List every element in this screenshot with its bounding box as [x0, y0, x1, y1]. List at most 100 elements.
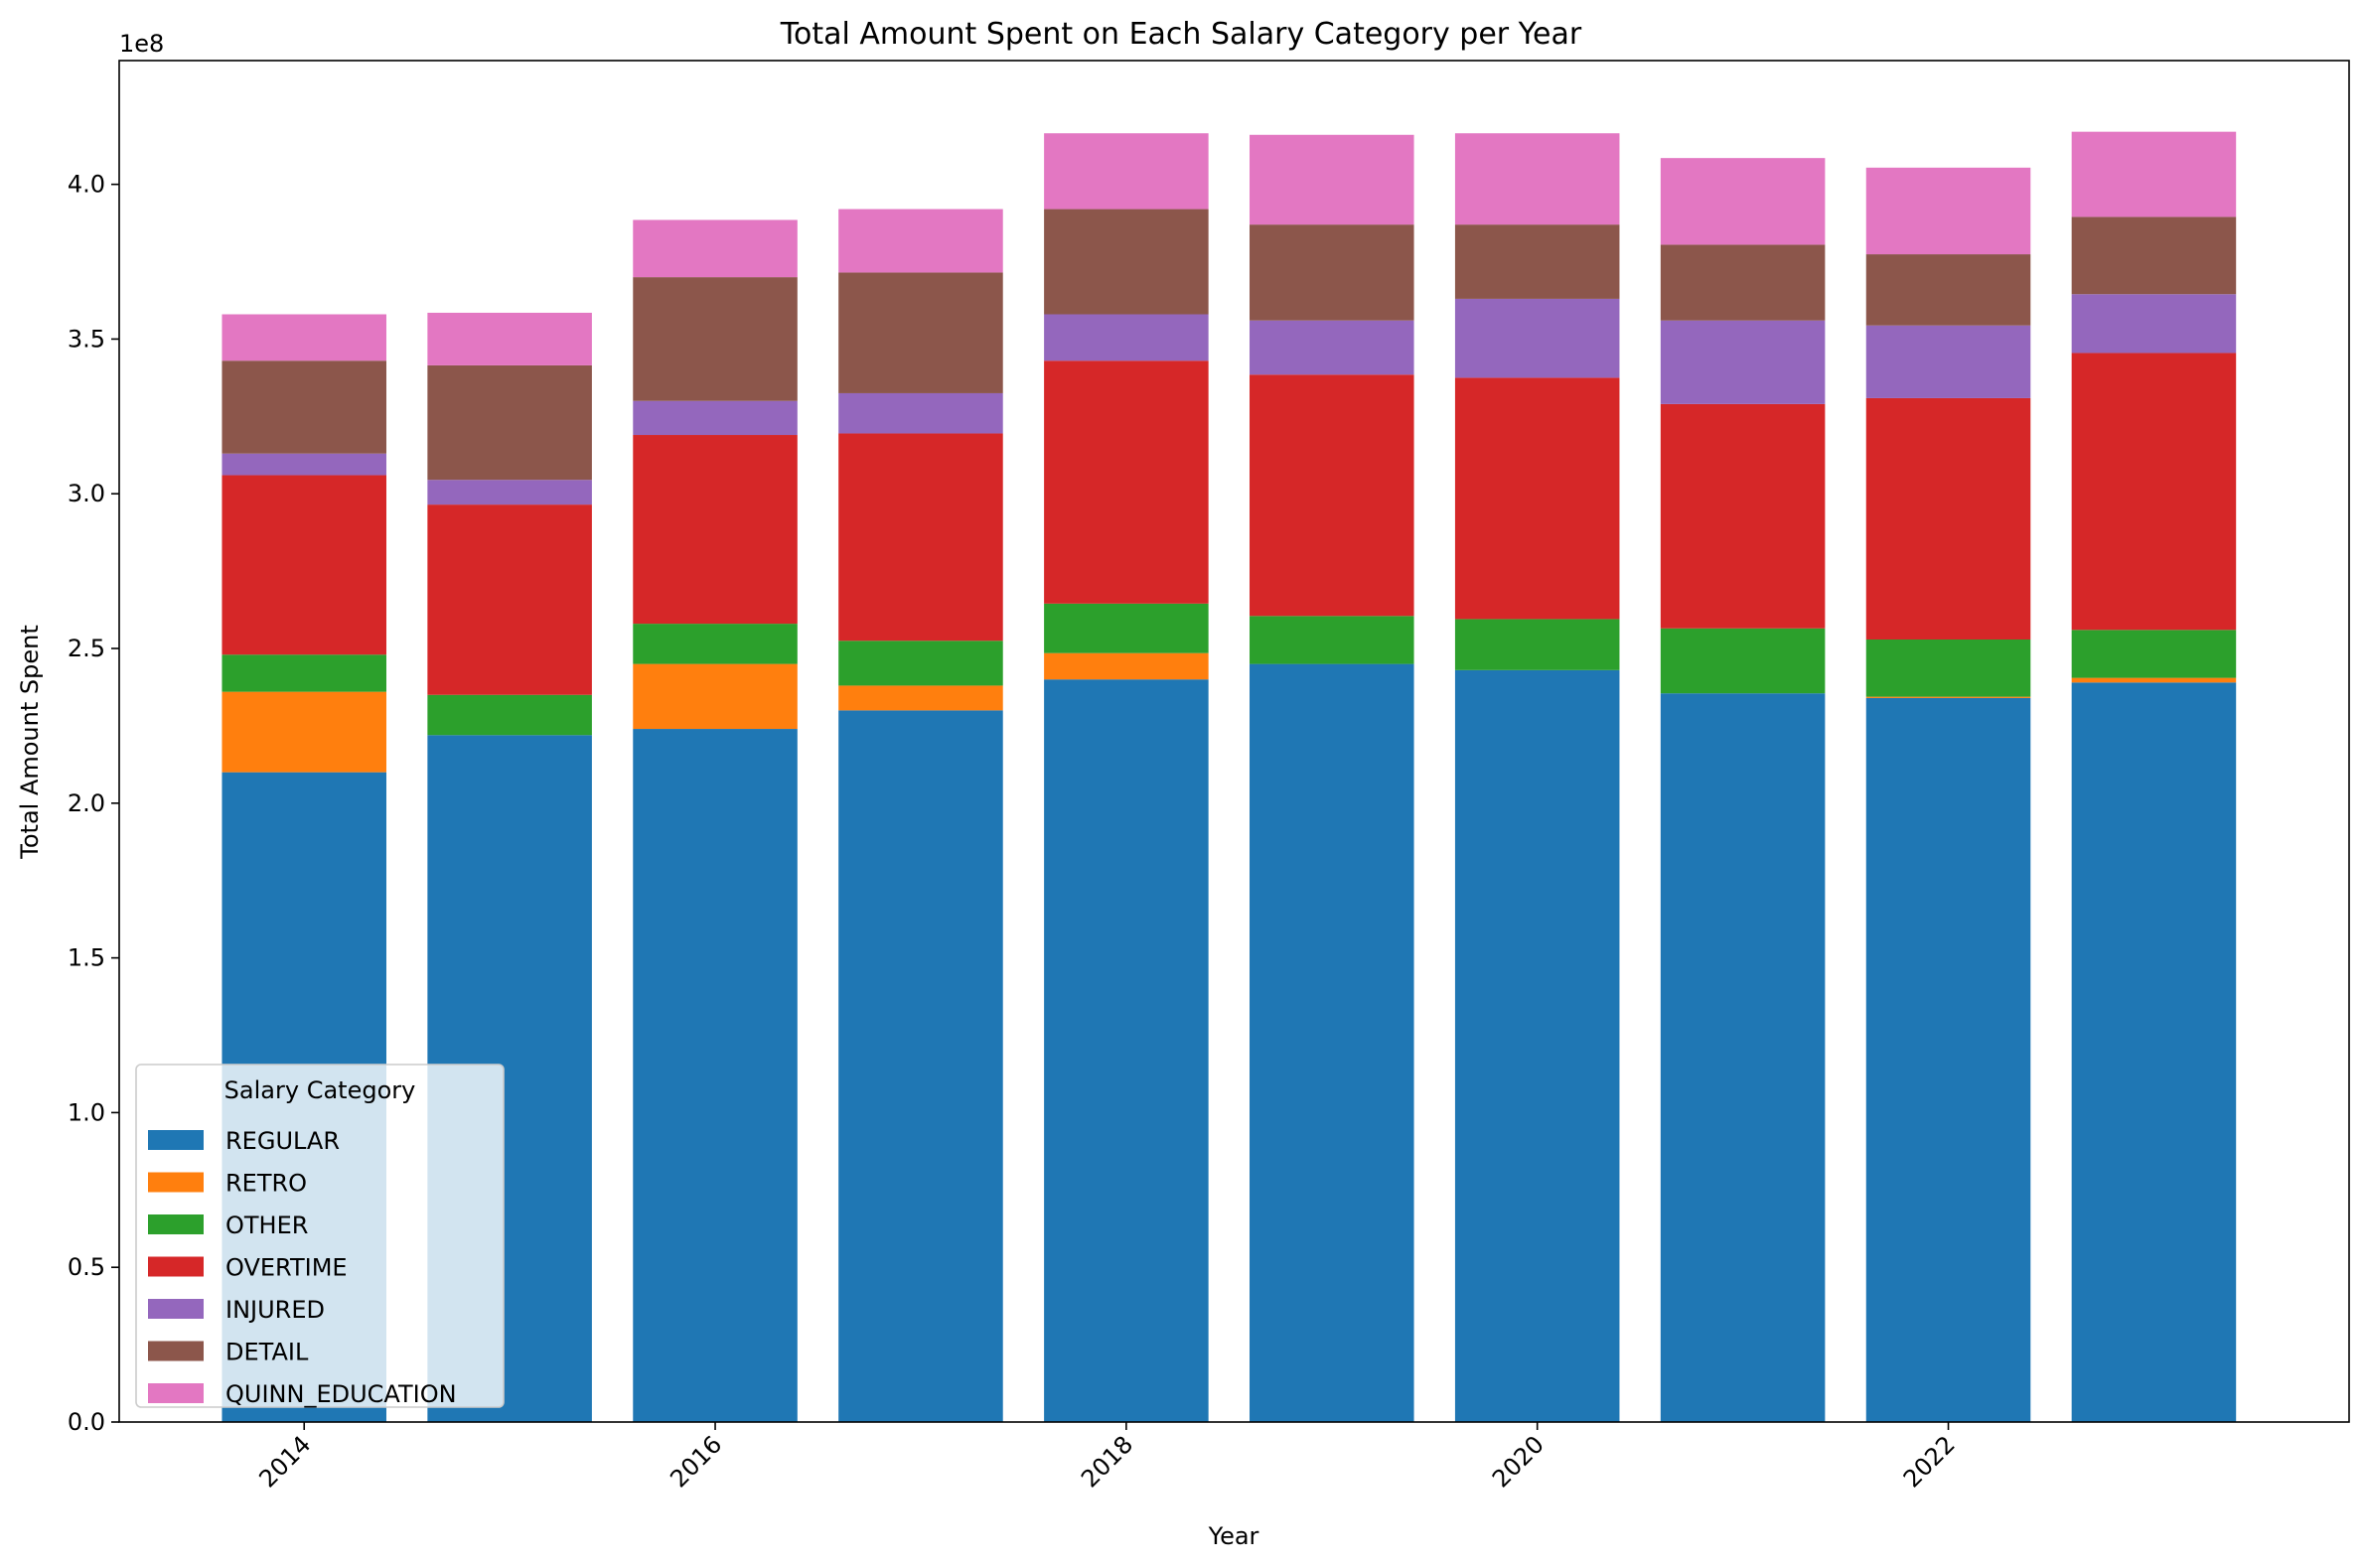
x-tick-label: 2020 — [1487, 1430, 1550, 1493]
bar-quinn-education-2021 — [1660, 158, 1826, 245]
y-axis-ticks: 0.0 0.5 1.0 1.5 2.0 2.5 3.0 3.5 4.0 — [68, 171, 119, 1436]
x-axis-label: Year — [1208, 1522, 1259, 1550]
bar-quinn-education-2022 — [1865, 167, 2031, 255]
bar-injured-2022 — [1865, 325, 2031, 398]
bar-retro-2016 — [633, 663, 798, 730]
bar-overtime-2016 — [633, 435, 798, 625]
bar-regular-2018 — [1044, 679, 1209, 1422]
bar-other-2023 — [2071, 630, 2237, 678]
bar-injured-2019 — [1250, 320, 1414, 375]
legend-swatch-injured — [148, 1299, 204, 1319]
y-tick-label: 3.5 — [68, 325, 105, 353]
x-tick-label: 2016 — [665, 1430, 727, 1493]
bar-other-2022 — [1865, 639, 2031, 697]
bar-retro-2017 — [838, 685, 1003, 711]
bar-other-2015 — [427, 694, 592, 736]
bar-quinn-education-2019 — [1250, 134, 1414, 225]
legend-title: Salary Category — [224, 1076, 416, 1104]
legend-swatch-retro — [148, 1172, 204, 1193]
bar-overtime-2019 — [1250, 374, 1414, 617]
y-tick-label: 3.0 — [68, 480, 105, 507]
bar-regular-2020 — [1454, 669, 1620, 1422]
y-tick-label: 1.0 — [68, 1098, 105, 1126]
bar-overtime-2023 — [2071, 353, 2237, 631]
bar-retro-2018 — [1044, 652, 1209, 680]
y-tick-label: 0.5 — [68, 1253, 105, 1281]
bar-detail-2018 — [1044, 209, 1209, 315]
bar-quinn-education-2014 — [222, 314, 386, 361]
bar-detail-2019 — [1250, 224, 1414, 321]
legend-label: OTHER — [225, 1212, 308, 1239]
bar-other-2014 — [222, 654, 386, 692]
legend-label: RETRO — [225, 1170, 307, 1198]
bar-other-2020 — [1454, 619, 1620, 670]
bar-quinn-education-2023 — [2071, 131, 2237, 217]
bar-other-2016 — [633, 624, 798, 664]
bar-regular-2023 — [2071, 682, 2237, 1422]
legend-box — [135, 1064, 505, 1408]
bar-quinn-education-2020 — [1454, 133, 1620, 225]
y-tick-label: 4.0 — [68, 171, 105, 199]
bar-regular-2016 — [633, 729, 798, 1422]
bar-regular-2019 — [1250, 663, 1414, 1422]
bar-other-2019 — [1250, 616, 1414, 664]
legend-label: REGULAR — [225, 1127, 340, 1155]
bar-other-2018 — [1044, 603, 1209, 653]
bars-layer — [222, 131, 2237, 1422]
bar-detail-2015 — [427, 364, 592, 481]
x-tick-label: 2014 — [253, 1430, 316, 1493]
bar-injured-2016 — [633, 400, 798, 436]
bar-detail-2017 — [838, 272, 1003, 393]
bar-detail-2023 — [2071, 216, 2237, 295]
bar-injured-2014 — [222, 453, 386, 476]
bar-retro-2023 — [2071, 677, 2237, 683]
legend-swatch-other — [148, 1214, 204, 1234]
bar-quinn-education-2018 — [1044, 133, 1209, 210]
bar-injured-2015 — [427, 480, 592, 505]
bar-regular-2017 — [838, 710, 1003, 1422]
bar-injured-2023 — [2071, 294, 2237, 354]
y-axis-multiplier: 1e8 — [119, 30, 164, 58]
legend-label: DETAIL — [225, 1339, 309, 1366]
bar-overtime-2020 — [1454, 377, 1620, 620]
bar-detail-2021 — [1660, 244, 1826, 321]
legend-swatch-overtime — [148, 1256, 204, 1277]
y-tick-label: 1.5 — [68, 944, 105, 972]
bar-detail-2020 — [1454, 224, 1620, 299]
legend-swatch-quinn-education — [148, 1383, 204, 1403]
legend-swatch-regular — [148, 1130, 204, 1150]
bar-overtime-2018 — [1044, 360, 1209, 604]
bar-detail-2016 — [633, 277, 798, 401]
chart-title: Total Amount Spent on Each Salary Catego… — [780, 17, 1582, 52]
bar-overtime-2017 — [838, 433, 1003, 641]
bar-injured-2020 — [1454, 298, 1620, 378]
bar-overtime-2021 — [1660, 403, 1826, 629]
bar-detail-2022 — [1865, 254, 2031, 326]
x-tick-label: 2022 — [1898, 1430, 1961, 1493]
bar-quinn-education-2016 — [633, 219, 798, 278]
y-tick-label: 0.0 — [68, 1408, 105, 1436]
bar-other-2021 — [1660, 628, 1826, 694]
bar-retro-2022 — [1865, 696, 2031, 698]
bar-retro-2014 — [222, 691, 386, 773]
bar-injured-2021 — [1660, 320, 1826, 404]
legend-label: QUINN_EDUCATION — [225, 1380, 457, 1408]
y-tick-label: 2.5 — [68, 635, 105, 662]
plot-frame — [118, 60, 2350, 1423]
bar-injured-2018 — [1044, 314, 1209, 361]
bar-detail-2014 — [222, 360, 386, 454]
bar-regular-2022 — [1865, 697, 2031, 1422]
bar-injured-2017 — [838, 392, 1003, 434]
legend-label: OVERTIME — [225, 1254, 348, 1282]
bar-quinn-education-2015 — [427, 312, 592, 365]
legend: Salary Category REGULAR RETRO OTHER OVERTIME… — [135, 1064, 505, 1408]
x-tick-label: 2018 — [1076, 1430, 1138, 1493]
x-axis-ticks: 2014 2016 2018 2020 2022 — [253, 1422, 1961, 1493]
bar-overtime-2014 — [222, 475, 386, 655]
legend-swatch-detail — [148, 1341, 204, 1361]
legend-label: INJURED — [225, 1296, 325, 1324]
bar-other-2017 — [838, 641, 1003, 686]
y-axis-label: Total Amount Spent — [16, 625, 44, 859]
y-tick-label: 2.0 — [68, 789, 105, 817]
